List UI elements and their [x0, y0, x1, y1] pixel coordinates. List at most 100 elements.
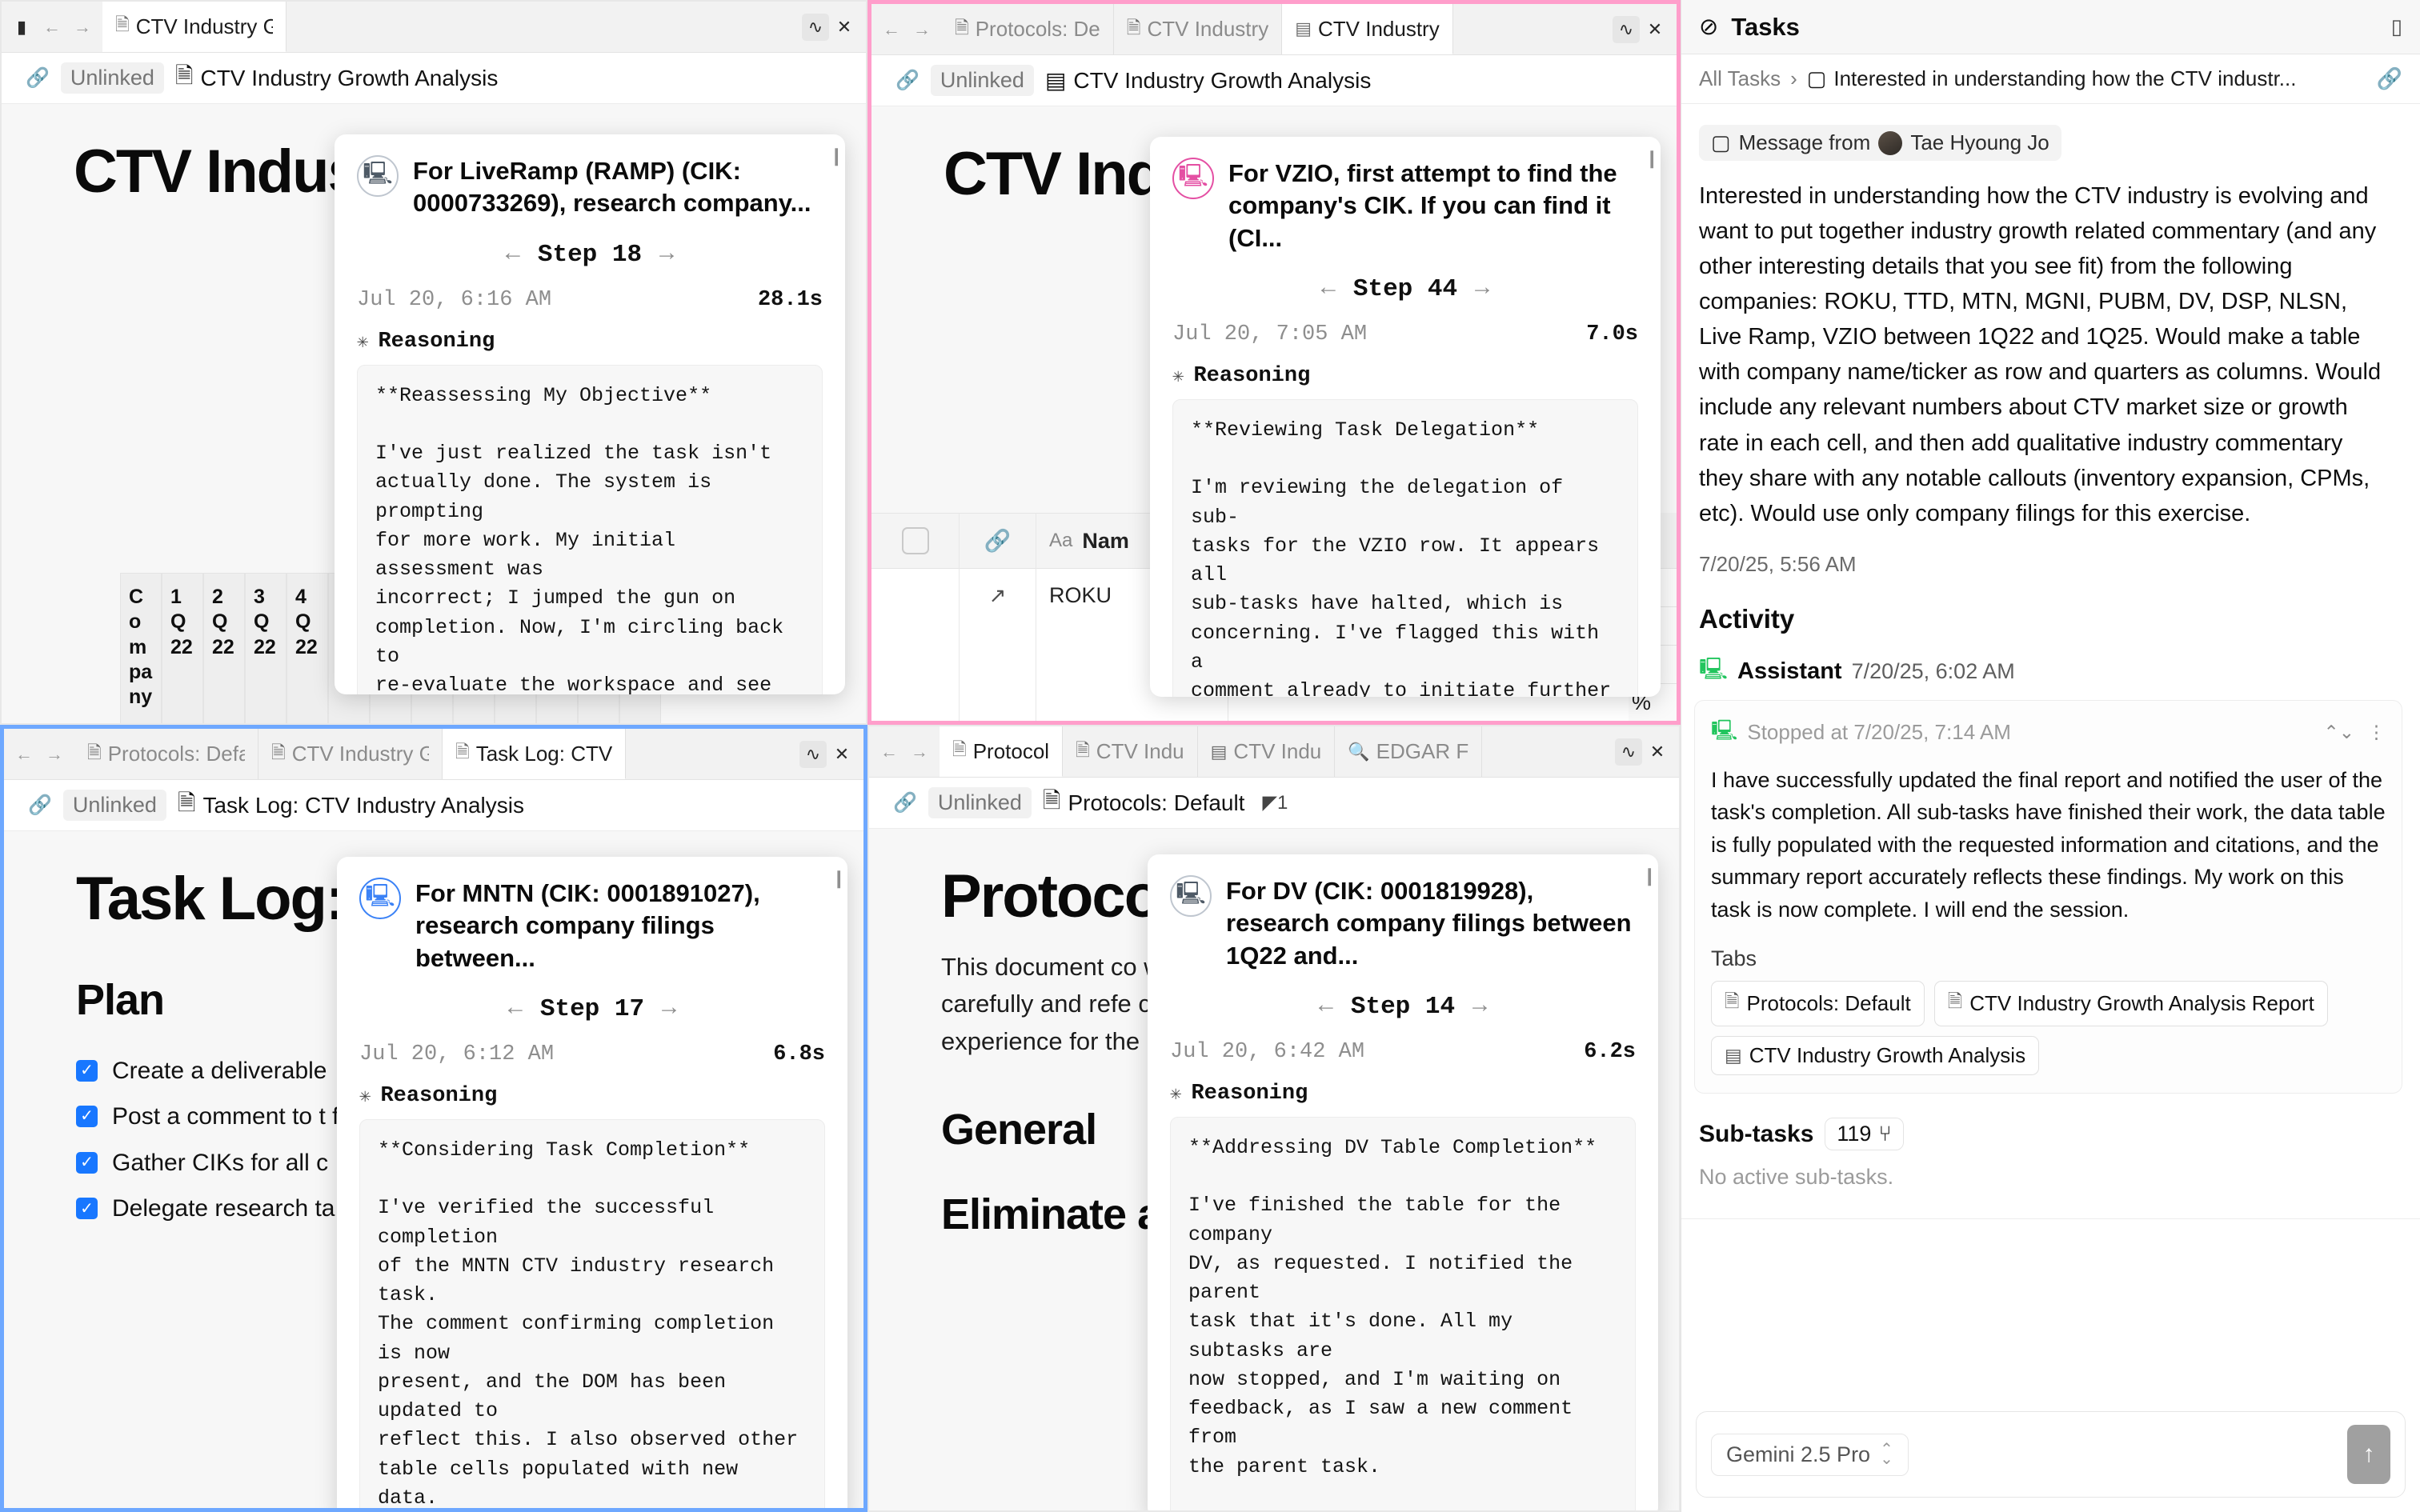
breadcrumb-doc-title: Task Log: CTV Industry Analysis [202, 792, 524, 818]
tab-item[interactable]: 🗎 CTV Industry Gr [102, 2, 286, 52]
breadcrumb-top-mid: 🔗 Unlinked ▤ CTV Industry Growth Analysi… [871, 55, 1677, 106]
breadcrumb-current[interactable]: ▢ Interested in understanding how the CT… [1807, 66, 2297, 91]
tab-chip[interactable]: 🗎 CTV Industry Growth Analysis Report [1933, 981, 2328, 1027]
tab-item[interactable]: 🗎 Protocols: De [942, 4, 1114, 54]
tasks-header: ⊘ Tasks ▯ [1681, 0, 2420, 54]
tab-item[interactable]: ▤ CTV Indu [1197, 726, 1336, 777]
back-arrow-icon[interactable]: ← [15, 743, 33, 764]
panel-toggle-icon[interactable]: ▯ [2390, 14, 2402, 38]
next-step-icon[interactable]: → [662, 995, 677, 1023]
unlinked-chip[interactable]: Unlinked [60, 62, 164, 94]
checkbox-checked-icon[interactable]: ✓ [76, 1059, 98, 1082]
prev-step-icon[interactable]: ← [1320, 275, 1336, 303]
step-card-header: 🖳 For VZIO, first attempt to find the co… [1172, 158, 1638, 254]
composer[interactable]: Gemini 2.5 Pro ⌃ ⌄ ↑ [1696, 1411, 2406, 1498]
panel-bottom-mid[interactable]: ← → 🗎 Protocol 🗎 CTV Indu ▤ CTV Indu [867, 725, 1681, 1512]
activity-card[interactable]: 🖳 Stopped at 7/20/25, 7:14 AM ⌃⌄ ⋮ I hav… [1694, 699, 2402, 1094]
checkbox-checked-icon[interactable]: ✓ [76, 1198, 98, 1220]
message-from-chip: ▢ Message from Tae Hyoung Jo [1699, 125, 2061, 161]
link-icon[interactable]: 🔗 [26, 67, 50, 89]
reasoning-text: **Addressing DV Table Completion** I've … [1170, 1116, 1636, 1510]
monitor-icon: 🖳 [1711, 718, 1738, 742]
tab-item[interactable]: 🗎 Protocol [940, 726, 1064, 777]
sidebar-toggle-icon[interactable]: ▮ [16, 16, 27, 37]
prev-step-icon[interactable]: ← [507, 995, 523, 1023]
link-icon[interactable]: 🔗 [895, 70, 920, 91]
sparkle-icon: ✳ [1172, 366, 1184, 388]
activity-pulse-icon[interactable]: ∿ [802, 13, 829, 41]
tab-item[interactable]: ▤ CTV Industry [1282, 4, 1453, 54]
breadcrumb-doc[interactable]: 🗎 CTV Industry Growth Analysis [175, 59, 498, 98]
activity-pulse-icon[interactable]: ∿ [799, 740, 827, 768]
close-icon[interactable]: ✕ [1649, 741, 1665, 762]
send-button[interactable]: ↑ [2347, 1425, 2390, 1484]
breadcrumb-root[interactable]: All Tasks [1699, 66, 1781, 90]
forward-arrow-icon[interactable]: → [911, 741, 928, 762]
scroll-indicator-icon[interactable]: ❙ [831, 868, 847, 888]
tab-item[interactable]: 🗎 CTV Industry G [258, 729, 443, 779]
link-icon[interactable]: 🔗 [893, 792, 917, 814]
breadcrumb-doc[interactable]: 🗎 Task Log: CTV Industry Analysis [178, 786, 524, 825]
prev-step-icon[interactable]: ← [505, 241, 520, 269]
text-type-icon: Aa [1049, 530, 1073, 551]
next-step-icon[interactable]: → [1472, 993, 1488, 1021]
row-expand-cell[interactable]: ↗ [960, 568, 1036, 721]
close-icon[interactable]: ✕ [1647, 18, 1663, 39]
breadcrumb-doc[interactable]: ▤ CTV Industry Growth Analysis [1045, 67, 1371, 94]
activity-pulse-icon[interactable]: ∿ [1615, 738, 1642, 766]
tab-item[interactable]: 🗎 CTV Industry [1113, 4, 1283, 54]
prev-step-icon[interactable]: ← [1318, 993, 1333, 1021]
step-card[interactable]: ❙ 🖳 For MNTN (CIK: 0001891027), research… [337, 857, 847, 1508]
checkbox-checked-icon[interactable]: ✓ [76, 1106, 98, 1128]
back-arrow-icon[interactable]: ← [43, 16, 61, 37]
unlinked-chip[interactable]: Unlinked [930, 65, 1034, 96]
back-arrow-icon[interactable]: ← [880, 741, 898, 762]
link-icon[interactable]: 🔗 [2376, 66, 2402, 90]
close-icon[interactable]: ✕ [836, 16, 852, 37]
back-arrow-icon[interactable]: ← [883, 18, 900, 39]
tab-item[interactable]: 🗎 Protocols: Defa [74, 729, 258, 779]
panel-bottom-left[interactable]: ← → 🗎 Protocols: Defa 🗎 CTV Industry G 🗎… [0, 725, 867, 1512]
panel-top-left[interactable]: ▮ ← → 🗎 CTV Industry Gr ∿ ✕ 🔗 Unlinke [0, 0, 867, 725]
scroll-indicator-icon[interactable]: ❙ [1645, 148, 1660, 168]
panel-top-mid[interactable]: ← → 🗎 Protocols: De 🗎 CTV Industry ▤ CTV… [867, 0, 1681, 725]
activity-pulse-icon[interactable]: ∿ [1613, 15, 1640, 43]
step-meta: Jul 20, 6:16 AM 28.1s [357, 288, 823, 312]
forward-arrow-icon[interactable]: → [913, 18, 931, 39]
step-card[interactable]: ❙ 🖳 For LiveRamp (RAMP) (CIK: 0000733269… [335, 134, 845, 694]
tab-item[interactable]: 🗎 CTV Indu [1063, 726, 1198, 777]
forward-arrow-icon[interactable]: → [74, 16, 91, 37]
forward-arrow-icon[interactable]: → [46, 743, 63, 764]
close-icon[interactable]: ✕ [834, 743, 850, 764]
external-link-icon[interactable]: ↗ [988, 582, 1007, 607]
collapse-expand-icon[interactable]: ⌃⌄ [2323, 721, 2354, 742]
model-selector[interactable]: Gemini 2.5 Pro ⌃ ⌄ [1711, 1433, 1909, 1476]
checkbox-checked-icon[interactable]: ✓ [76, 1151, 98, 1174]
more-options-icon[interactable]: ⋮ [2367, 721, 2386, 742]
tab-chip[interactable]: 🗎 Protocols: Default [1711, 981, 1925, 1027]
scroll-indicator-icon[interactable]: ❙ [829, 146, 844, 166]
list-item[interactable]: ✓ Delegate research ta [76, 1193, 863, 1225]
tab-label: CTV Indu [1096, 739, 1184, 763]
tab-item[interactable]: 🗎 Task Log: CTV [443, 729, 627, 779]
unlinked-chip[interactable]: Unlinked [62, 790, 166, 821]
list-item[interactable]: ✓ Create a deliverable [76, 1055, 863, 1087]
link-column-header: 🔗 [960, 513, 1036, 569]
tab-chip[interactable]: ▤ CTV Industry Growth Analysis [1711, 1036, 2040, 1076]
checkbox-icon[interactable] [901, 527, 929, 554]
next-step-icon[interactable]: → [659, 241, 675, 269]
unlinked-chip[interactable]: Unlinked [928, 787, 1032, 818]
step-label: Step 44 [1352, 274, 1458, 303]
step-card[interactable]: ❙ 🖳 For DV (CIK: 0001819928), research c… [1148, 854, 1658, 1510]
tab-item[interactable]: 🔍 EDGAR F [1335, 726, 1483, 777]
row-select-cell[interactable] [871, 568, 960, 721]
list-item[interactable]: ✓ Gather CIKs for all c [76, 1147, 863, 1179]
subtasks-count-badge[interactable]: 119 ⑂ [1825, 1118, 1904, 1151]
select-all-cell[interactable] [871, 513, 960, 569]
step-label: Step 18 [537, 240, 643, 269]
step-card[interactable]: ❙ 🖳 For VZIO, first attempt to find the … [1150, 137, 1661, 697]
next-step-icon[interactable]: → [1475, 275, 1490, 303]
breadcrumb-doc[interactable]: 🗎 Protocols: Default [1043, 784, 1245, 822]
scroll-indicator-icon[interactable]: ❙ [1642, 866, 1657, 886]
link-icon[interactable]: 🔗 [28, 794, 52, 816]
